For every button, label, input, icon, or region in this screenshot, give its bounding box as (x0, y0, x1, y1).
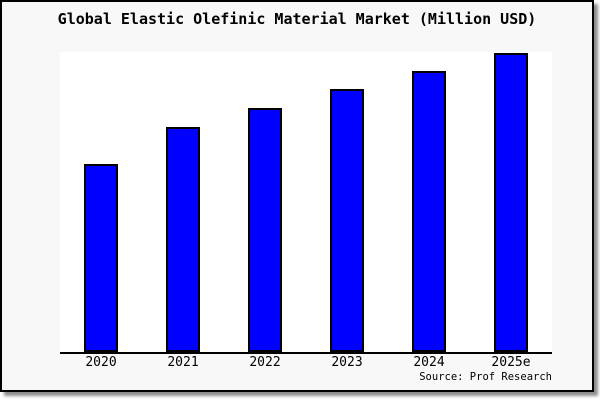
bar-2024 (412, 71, 446, 352)
bar-2025e (494, 53, 528, 352)
bar-2022 (248, 108, 282, 352)
x-tick-label-2025e: 2025e (491, 355, 531, 370)
plot-area (60, 52, 552, 354)
x-tick-label-2023: 2023 (331, 355, 363, 370)
x-tick-label-2022: 2022 (249, 355, 281, 370)
bar-2023 (330, 89, 364, 352)
bar-2020 (84, 164, 118, 352)
x-tick-label-2020: 2020 (85, 355, 117, 370)
chart-card: Global Elastic Olefinic Material Market … (0, 0, 594, 392)
x-tick-label-2021: 2021 (167, 355, 199, 370)
chart-title: Global Elastic Olefinic Material Market … (57, 10, 537, 28)
source-credit: Source: Prof Research (419, 371, 552, 383)
bar-2021 (166, 127, 200, 352)
x-tick-label-2024: 2024 (413, 355, 445, 370)
